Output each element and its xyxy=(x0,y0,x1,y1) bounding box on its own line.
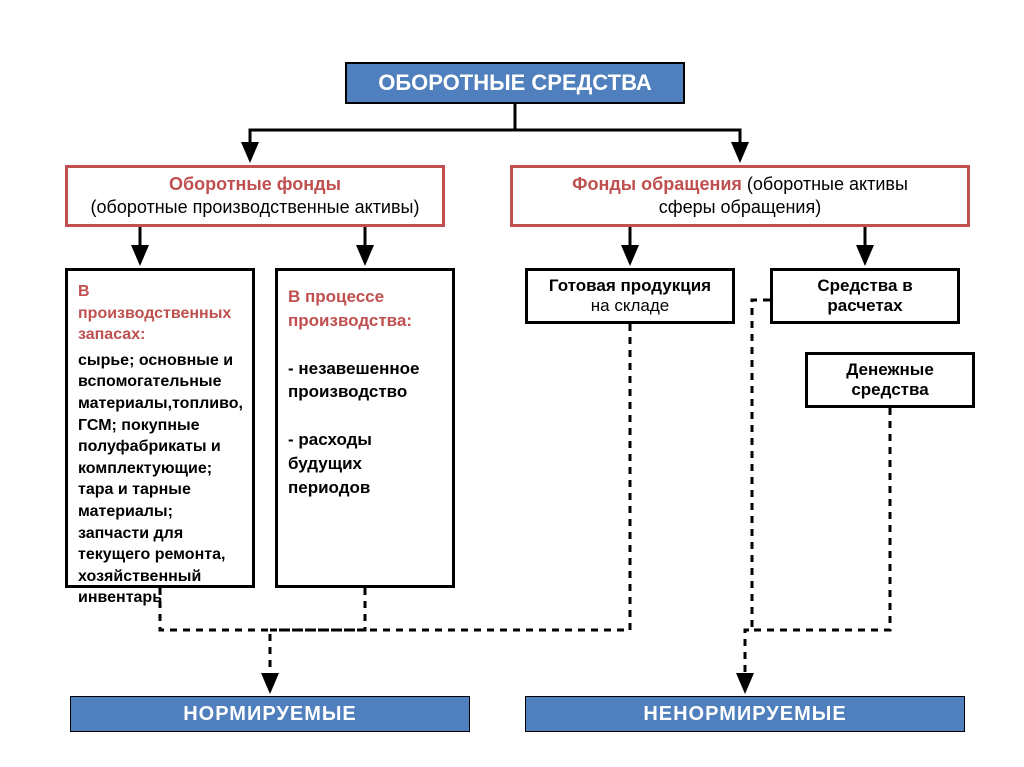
root-node: ОБОРОТНЫЕ СРЕДСТВА xyxy=(345,62,685,104)
l2-node: В процессе производства: - незавешенное … xyxy=(275,268,455,588)
right-branch-title: Фонды обращения xyxy=(572,174,742,194)
right-branch-subtitle2: сферы обращения) xyxy=(659,196,821,219)
root-label: ОБОРОТНЫЕ СРЕДСТВА xyxy=(378,70,652,96)
l2-title: В процессе производства: xyxy=(288,285,442,333)
right-branch-node: Фонды обращения (оборотные активы сферы … xyxy=(510,165,970,227)
r1-subtitle: на складе xyxy=(591,296,669,316)
r2-node: Средства в расчетах xyxy=(770,268,960,324)
r3-node: Денежные средства xyxy=(805,352,975,408)
l2-body1: - незавешенное производство xyxy=(288,357,442,405)
bottom-left-node: НОРМИРУЕМЫЕ xyxy=(70,696,470,732)
left-branch-subtitle: (оборотные производственные активы) xyxy=(91,196,420,219)
r1-node: Готовая продукция на складе xyxy=(525,268,735,324)
bottom-right-label: НЕНОРМИРУЕМЫЕ xyxy=(643,703,846,726)
l2-body2: - расходы будущих периодов xyxy=(288,428,442,499)
l1-title: В производственных запасах: xyxy=(78,281,242,346)
l1-node: В производственных запасах: сырье; основ… xyxy=(65,268,255,588)
r2-title: Средства в расчетах xyxy=(779,276,951,317)
bottom-left-label: НОРМИРУЕМЫЕ xyxy=(183,703,357,726)
left-branch-title: Оборотные фонды xyxy=(169,174,341,194)
bottom-right-node: НЕНОРМИРУЕМЫЕ xyxy=(525,696,965,732)
right-branch-subtitle-inline: (оборотные активы xyxy=(742,174,908,194)
r3-title: Денежные средства xyxy=(814,360,966,401)
r1-title: Готовая продукция xyxy=(549,276,711,296)
left-branch-node: Оборотные фонды (оборотные производствен… xyxy=(65,165,445,227)
l1-body: сырье; основные и вспомогательные матери… xyxy=(78,350,243,609)
